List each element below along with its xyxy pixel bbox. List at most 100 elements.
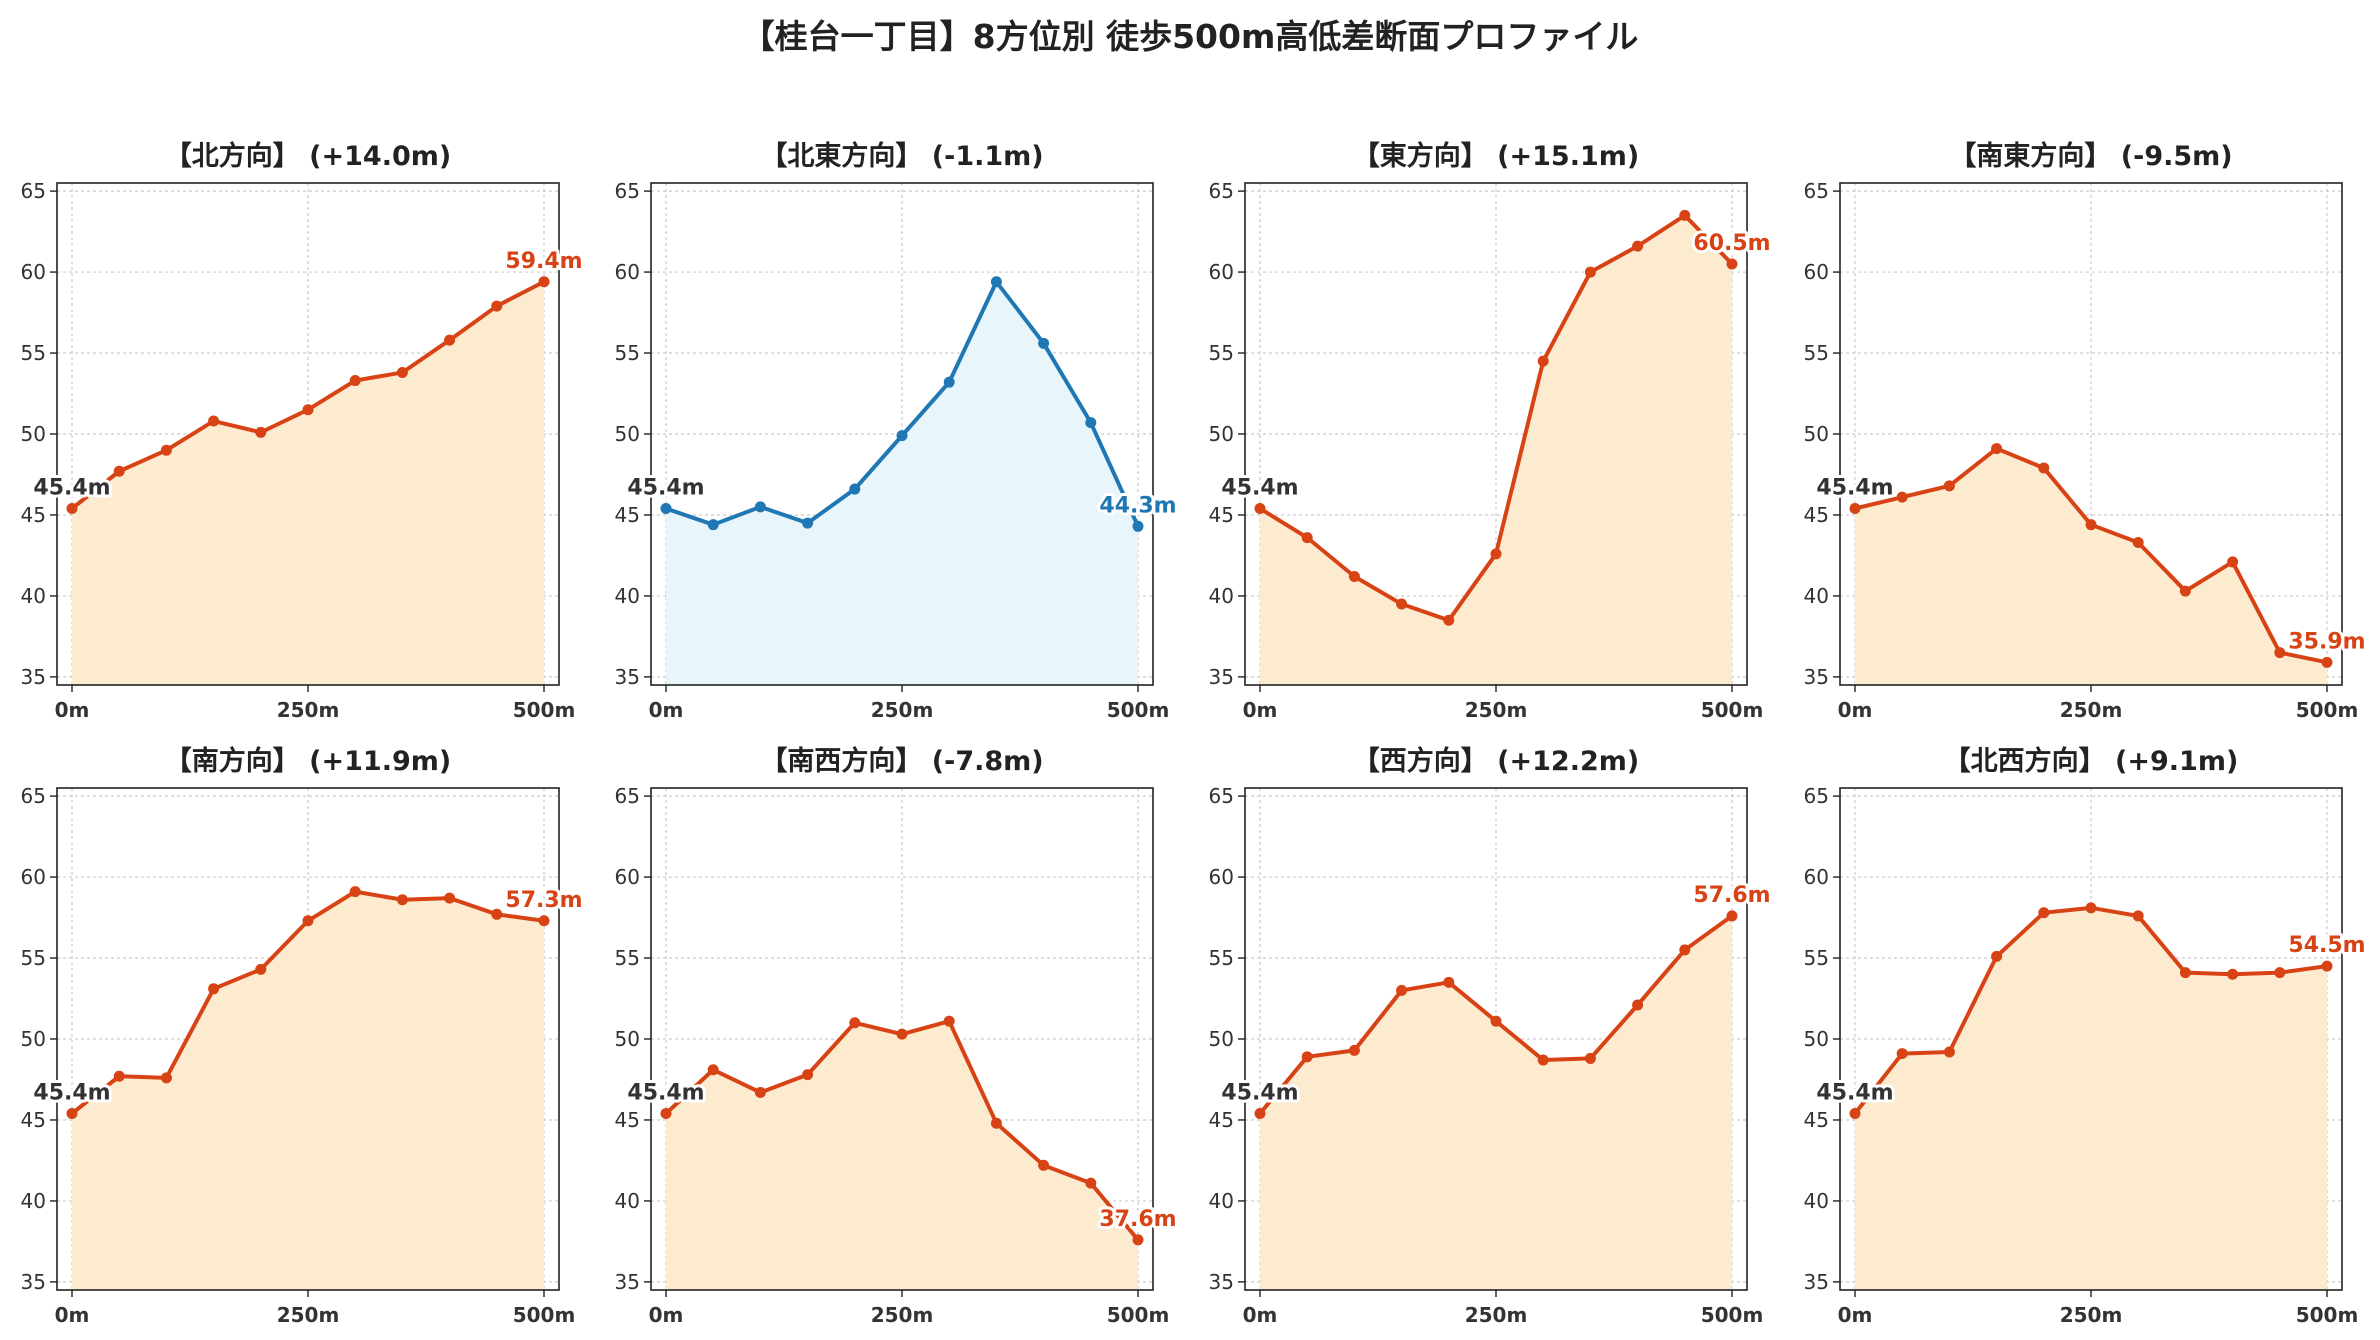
x-tick-label: 0m	[1838, 1303, 1873, 1327]
x-tick-label: 500m	[1701, 1303, 1764, 1327]
data-point	[1254, 502, 1266, 514]
y-tick-label: 50	[21, 422, 46, 446]
data-point	[1849, 1107, 1861, 1119]
data-point	[2038, 462, 2050, 474]
chart-panel: 【南方向】 (+11.9m) 35 40 45 50 55 60 65 0m 250m 500m 45…	[21, 745, 586, 1327]
y-tick-label: 60	[1804, 260, 1829, 284]
y-tick-label: 40	[21, 584, 46, 608]
data-point	[1537, 355, 1549, 367]
data-point	[707, 519, 719, 531]
data-point	[943, 376, 955, 388]
y-tick-label: 65	[615, 179, 640, 203]
data-point	[1632, 999, 1644, 1011]
y-tick-label: 50	[1209, 422, 1234, 446]
y-tick-label: 35	[615, 665, 640, 689]
data-point	[1085, 417, 1097, 429]
data-point	[396, 366, 408, 378]
x-tick-label: 500m	[1107, 698, 1170, 722]
data-point	[396, 894, 408, 906]
y-tick-label: 45	[1209, 503, 1234, 527]
y-tick-label: 35	[21, 1270, 46, 1294]
data-point	[1348, 1044, 1360, 1056]
data-point	[349, 375, 361, 387]
data-point	[896, 1028, 908, 1040]
panel-title: 【東方向】 (+15.1m)	[1353, 140, 1639, 172]
y-tick-label: 50	[615, 422, 640, 446]
chart-panel: 【南東方向】 (-9.5m) 35 40 45 50 55 60 65 0m 250m 500m 45…	[1804, 140, 2369, 722]
x-tick-label: 250m	[871, 698, 934, 722]
panel-title: 【西方向】 (+12.2m)	[1353, 745, 1639, 777]
data-point	[1943, 1046, 1955, 1058]
panel-title: 【南方向】 (+11.9m)	[165, 745, 451, 777]
data-point	[491, 300, 503, 312]
data-point	[160, 1072, 172, 1084]
start-value-label: 45.4m	[627, 1080, 704, 1105]
data-point	[1584, 1052, 1596, 1064]
y-tick-label: 45	[1804, 503, 1829, 527]
start-value-label: 45.4m	[1221, 475, 1298, 500]
chart-panel: 【西方向】 (+12.2m) 35 40 45 50 55 60 65 0m 250m 500m 45…	[1209, 745, 1774, 1327]
data-point	[2038, 907, 2050, 919]
data-point	[2274, 647, 2286, 659]
data-point	[1632, 240, 1644, 252]
y-tick-label: 60	[1209, 865, 1234, 889]
data-point	[2179, 585, 2191, 597]
y-tick-label: 45	[1209, 1108, 1234, 1132]
data-point	[990, 276, 1002, 288]
panel-title: 【北西方向】 (+9.1m)	[1944, 745, 2239, 777]
y-tick-label: 60	[615, 865, 640, 889]
y-tick-label: 65	[21, 179, 46, 203]
y-tick-label: 35	[1804, 665, 1829, 689]
data-point	[1396, 984, 1408, 996]
data-point	[660, 1107, 672, 1119]
data-point	[849, 483, 861, 495]
y-tick-label: 55	[1804, 946, 1829, 970]
data-point	[896, 430, 908, 442]
x-tick-label: 500m	[1107, 1303, 1170, 1327]
y-tick-label: 35	[1804, 1270, 1829, 1294]
y-tick-label: 45	[21, 503, 46, 527]
end-value-label: 54.5m	[2288, 933, 2365, 958]
data-point	[707, 1064, 719, 1076]
data-point	[1132, 1234, 1144, 1246]
y-tick-label: 45	[615, 503, 640, 527]
y-tick-label: 55	[1209, 946, 1234, 970]
y-tick-label: 55	[1804, 341, 1829, 365]
x-tick-label: 0m	[1838, 698, 1873, 722]
data-point	[1038, 1159, 1050, 1171]
y-tick-label: 55	[21, 946, 46, 970]
data-point	[444, 334, 456, 346]
data-point	[160, 444, 172, 456]
end-value-label: 57.3m	[505, 888, 582, 913]
y-tick-label: 45	[21, 1108, 46, 1132]
data-point	[1443, 976, 1455, 988]
panel-title: 【北方向】 (+14.0m)	[165, 140, 451, 172]
data-point	[2085, 519, 2097, 531]
panel-title: 【北東方向】 (-1.1m)	[760, 140, 1043, 172]
y-tick-label: 55	[21, 341, 46, 365]
data-point	[1301, 1051, 1313, 1063]
data-point	[302, 404, 314, 416]
y-tick-label: 60	[1804, 865, 1829, 889]
y-tick-label: 55	[615, 341, 640, 365]
x-tick-label: 0m	[649, 698, 684, 722]
y-tick-label: 50	[1804, 422, 1829, 446]
data-point	[113, 1070, 125, 1082]
data-point	[754, 501, 766, 513]
data-point	[208, 415, 220, 427]
y-tick-label: 60	[21, 260, 46, 284]
x-tick-label: 250m	[1465, 698, 1528, 722]
panel-title: 【南西方向】 (-7.8m)	[760, 745, 1043, 777]
start-value-label: 45.4m	[1816, 475, 1893, 500]
data-point	[444, 892, 456, 904]
x-tick-label: 250m	[277, 698, 340, 722]
data-point	[66, 1107, 78, 1119]
y-tick-label: 40	[21, 1189, 46, 1213]
chart-panel: 【北西方向】 (+9.1m) 35 40 45 50 55 60 65 0m 250m 500m 45…	[1804, 745, 2369, 1327]
data-point	[1849, 502, 1861, 514]
x-tick-label: 0m	[1243, 698, 1278, 722]
data-point	[1991, 443, 2003, 455]
data-point	[1443, 614, 1455, 626]
x-tick-label: 500m	[2296, 698, 2359, 722]
